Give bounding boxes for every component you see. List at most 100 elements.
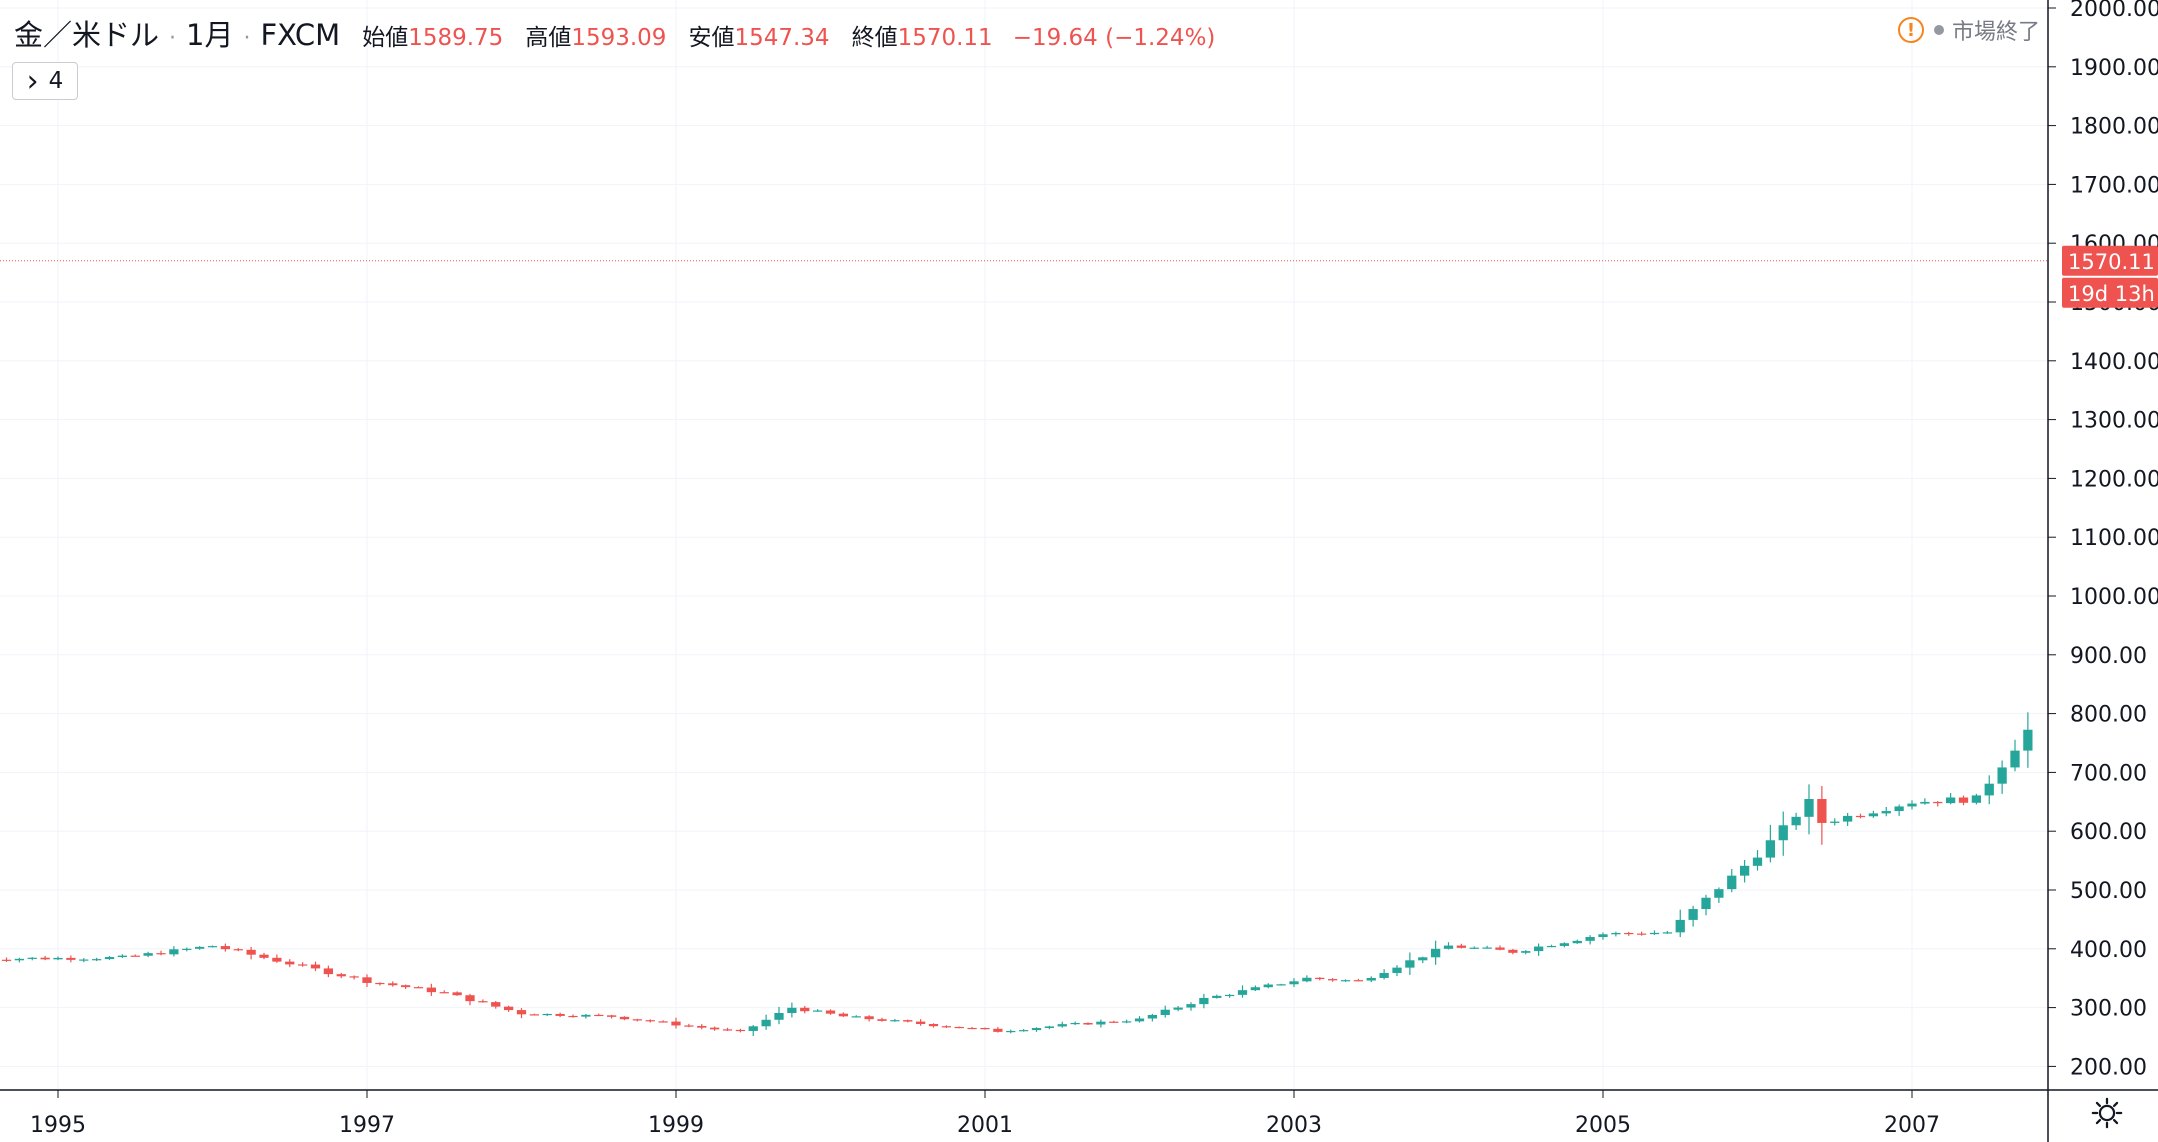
candle-body — [1250, 987, 1261, 991]
status-dot-icon — [1933, 25, 1944, 35]
candles — [1, 712, 2033, 1036]
gear-icon[interactable] — [2090, 1096, 2124, 1130]
candle-body — [1688, 909, 1698, 920]
candle-body — [1443, 945, 1454, 949]
candle-body — [838, 1013, 849, 1017]
candle-body — [1611, 932, 1621, 935]
y-tick-label: 1700.00 — [2070, 173, 2158, 198]
candle-body — [1533, 946, 1544, 952]
candle-body — [2023, 729, 2033, 751]
candle-body — [233, 949, 243, 951]
candle-body — [27, 957, 37, 959]
candle-body — [993, 1028, 1003, 1032]
grid-lines — [0, 0, 2048, 1090]
candle-body — [1121, 1021, 1132, 1023]
separator-dot: · — [169, 26, 177, 51]
price-axis: 200.00 300.00 400.00 500.00 600.00 700.00 800.… — [2047, 0, 2158, 1142]
candle-body — [400, 985, 411, 988]
candle-body — [1418, 957, 1428, 961]
candle-body — [1649, 932, 1660, 935]
interval-label[interactable]: 1月 — [186, 18, 234, 52]
last-price-label: 1570.11 — [2068, 250, 2155, 274]
candle-body — [439, 992, 449, 994]
close-value: 終値1570.11 — [851, 25, 993, 51]
candle-body — [1379, 972, 1389, 978]
candle-body — [310, 964, 321, 969]
x-tick-label: 1997 — [339, 1113, 395, 1138]
candle-body — [1907, 803, 1917, 807]
candle-body — [1598, 934, 1608, 938]
candle-body — [362, 977, 372, 983]
candle-body — [1778, 825, 1788, 841]
candle-body — [851, 1016, 861, 1018]
candle-body — [542, 1013, 552, 1016]
candle-body — [1933, 801, 1943, 804]
candle-body — [812, 1010, 823, 1012]
source-label: FXCM — [260, 18, 341, 52]
candle-body — [207, 946, 218, 948]
candle-body — [2010, 750, 2020, 768]
candle-body — [478, 1001, 488, 1003]
indicators-toggle-button[interactable]: › 4 — [12, 62, 78, 100]
time-axis: 1995199719992001200320052007200920112013… — [0, 1089, 2158, 1138]
candle-body — [954, 1026, 964, 1029]
candle-body — [156, 953, 166, 955]
candle-body — [1894, 806, 1904, 812]
y-tick-label: 700.00 — [2070, 761, 2147, 786]
candle-body — [182, 948, 192, 950]
candle-body — [1572, 940, 1582, 944]
candle-body — [787, 1007, 797, 1014]
x-tick-label: 2001 — [957, 1113, 1013, 1138]
y-tick-label: 1400.00 — [2070, 350, 2158, 375]
candle-body — [1173, 1007, 1183, 1010]
candle-body — [1546, 945, 1557, 948]
candle-body — [915, 1021, 926, 1025]
countdown-tag — [2062, 277, 2158, 308]
candle-body — [877, 1019, 887, 1021]
y-tick-label: 400.00 — [2070, 938, 2147, 963]
candle-body — [1752, 857, 1763, 866]
symbol-name[interactable]: 金／米ドル — [14, 18, 160, 52]
candle-body — [297, 964, 308, 966]
market-status[interactable]: ! 市場終了 — [1897, 14, 2040, 46]
y-tick-label: 300.00 — [2070, 997, 2147, 1022]
y-tick-label: 2000.00 — [2070, 0, 2158, 22]
candle-body — [748, 1026, 758, 1031]
candle-body — [1456, 945, 1467, 948]
low-value: 安値1547.34 — [688, 25, 830, 51]
candle-body — [194, 946, 205, 949]
candle-body — [1662, 932, 1673, 934]
candle-body — [1057, 1024, 1067, 1027]
candle-body — [1971, 795, 1982, 803]
candle-body — [1366, 977, 1376, 981]
candle-body — [1083, 1022, 1093, 1025]
candle-body — [1340, 980, 1351, 982]
warning-icon[interactable]: ! — [1897, 17, 1924, 43]
candle-body — [66, 957, 76, 960]
y-tick-label: 600.00 — [2070, 820, 2147, 845]
x-tick-label: 1999 — [648, 1113, 704, 1138]
candle-body — [1830, 821, 1840, 823]
candle-body — [1945, 797, 1956, 804]
y-tick-label: 1000.00 — [2070, 585, 2158, 610]
candle-body — [1, 959, 12, 961]
candle-body — [169, 949, 179, 955]
candle-body — [1430, 948, 1441, 958]
candle-body — [1147, 1014, 1158, 1019]
candle-body — [1868, 813, 1879, 817]
candle-body — [259, 954, 269, 958]
candle-body — [452, 992, 462, 996]
candle-body — [14, 958, 25, 961]
candle-body — [1276, 984, 1286, 986]
candle-body — [1044, 1026, 1055, 1029]
candle-body — [53, 957, 63, 960]
candle-body — [864, 1016, 874, 1020]
candle-body — [1727, 875, 1737, 890]
candle-body — [980, 1027, 990, 1030]
candle-body — [928, 1024, 939, 1027]
candle-body — [375, 982, 385, 985]
candle-body — [1842, 815, 1853, 822]
candle-body — [1031, 1028, 1042, 1031]
x-tick-label: 1995 — [30, 1113, 86, 1138]
